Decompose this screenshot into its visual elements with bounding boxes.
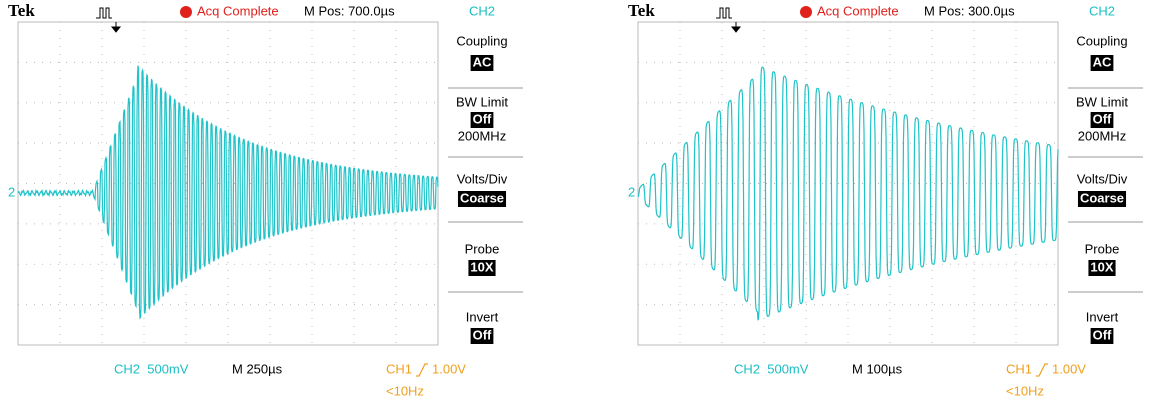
oscilloscope-captures: 2 Tek Acq Complete M Pos: 700.0µs CH2 Couplin…	[0, 0, 1154, 404]
menu-value: 10X	[1090, 259, 1113, 274]
channel-marker: 2	[628, 184, 635, 199]
trigger-frequency: <10Hz	[386, 383, 424, 398]
scope-screen: 2 Tek Acq Complete M Pos: 300.0µs CH2 Couplin…	[628, 0, 1148, 404]
channel-marker: 2	[8, 184, 15, 199]
acquisition-status: Acq Complete	[197, 3, 279, 18]
menu-channel: CH2	[469, 3, 495, 18]
horizontal-position: M Pos: 700.0µs	[304, 3, 395, 18]
menu-label: Volts/Div	[1077, 171, 1128, 186]
brand: Tek	[8, 1, 35, 20]
menu-label: BW Limit	[1076, 94, 1128, 109]
status-dot	[800, 6, 812, 18]
scope-screen: 2 Tek Acq Complete M Pos: 700.0µs CH2 Couplin…	[8, 0, 528, 404]
menu-label: Invert	[466, 309, 499, 324]
brand: Tek	[628, 1, 655, 20]
menu-note: 200MHz	[1078, 128, 1126, 143]
menu-label: Probe	[1085, 241, 1120, 256]
trigger-source: CH1	[1006, 361, 1032, 376]
menu-value: Coarse	[460, 190, 504, 205]
channel-scale: CH2 500mV	[114, 361, 189, 376]
menu-label: Invert	[1086, 309, 1119, 324]
timebase: M 250µs	[232, 361, 283, 376]
menu-value: Off	[473, 111, 492, 126]
menu-value: 10X	[470, 259, 493, 274]
menu-label: Coupling	[456, 33, 507, 48]
menu-label: Probe	[465, 241, 500, 256]
menu-value: AC	[1093, 54, 1112, 69]
menu-note: 200MHz	[458, 128, 506, 143]
trigger-level: 1.00V	[1052, 361, 1086, 376]
menu-value: Coarse	[1080, 190, 1124, 205]
timebase: M 100µs	[852, 361, 903, 376]
menu-value: Off	[1093, 327, 1112, 342]
horizontal-position: M Pos: 300.0µs	[924, 3, 1015, 18]
menu-value: Off	[473, 327, 492, 342]
screen-background	[628, 0, 1148, 404]
acquisition-status: Acq Complete	[817, 3, 899, 18]
trigger-source: CH1	[386, 361, 412, 376]
menu-label: Volts/Div	[457, 171, 508, 186]
menu-channel: CH2	[1089, 3, 1115, 18]
status-dot	[180, 6, 192, 18]
trigger-level: 1.00V	[432, 361, 466, 376]
menu-value: AC	[473, 54, 492, 69]
menu-label: BW Limit	[456, 94, 508, 109]
menu-value: Off	[1093, 111, 1112, 126]
menu-label: Coupling	[1076, 33, 1127, 48]
trigger-frequency: <10Hz	[1006, 383, 1044, 398]
channel-scale: CH2 500mV	[734, 361, 809, 376]
